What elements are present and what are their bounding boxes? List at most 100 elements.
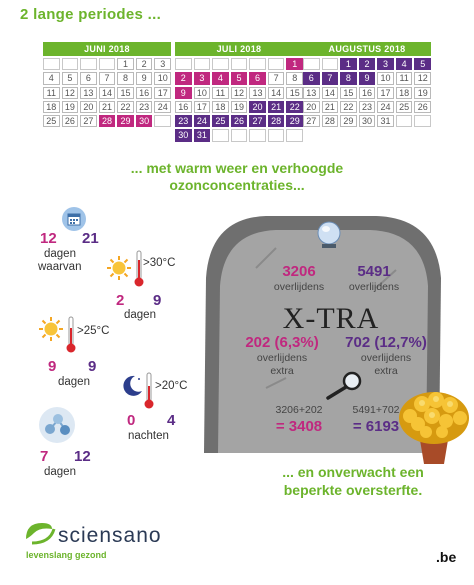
night20-label: nachten	[128, 430, 169, 442]
calendar-day: 12	[414, 72, 431, 85]
calendar-day: 18	[395, 86, 413, 99]
calc-b: 5491+702	[352, 404, 400, 416]
calendar-day: 16	[135, 86, 153, 99]
calendar-grid: 1 2 3 4 5 6 7 8 9 10 11 12 13 14 15 16 17 18 19 20 21 22 23 24 2…	[43, 58, 171, 128]
calendar-day: 9	[358, 72, 376, 85]
page-title: 2 lange periodes ...	[20, 6, 162, 23]
calendar-day	[43, 58, 60, 71]
temp25-label: dagen	[58, 376, 90, 388]
calendar-month-label: JULI 2018	[175, 42, 303, 56]
deaths-value-a: 3206	[282, 263, 316, 280]
calendar-day: 13	[80, 86, 97, 99]
calendar-day: 10	[193, 86, 211, 99]
calendar-day: 4	[212, 72, 229, 85]
calendar-day	[321, 58, 339, 71]
calendar-day: 4	[395, 58, 413, 71]
calendar-day	[303, 58, 320, 71]
calendar-day: 22	[340, 100, 357, 114]
calendar-day: 11	[395, 72, 413, 85]
calendar-day: 21	[98, 100, 116, 114]
calc-a: 3206+202	[275, 404, 323, 416]
calendar-day: 20	[80, 100, 97, 114]
temp25-threshold: >25°C	[77, 325, 110, 337]
footer-line-2: beperkte oversterfte.	[283, 482, 423, 498]
calendar-day: 2	[135, 58, 153, 71]
calendar-day	[249, 129, 266, 142]
calendar-day: 5	[230, 72, 248, 85]
calendar-day: 25	[212, 115, 229, 128]
ozone-value-b: 12	[74, 448, 91, 465]
calendar-day: 25	[395, 100, 413, 114]
calendar-day: 18	[212, 100, 229, 114]
calendar-day: 17	[193, 100, 211, 114]
calendar-day	[249, 58, 266, 71]
calendar-day: 27	[303, 115, 320, 128]
temp30-value-a: 2	[116, 292, 125, 309]
calendar-day	[267, 58, 285, 71]
calendar-day: 14	[98, 86, 116, 99]
calendar-day: 11	[212, 86, 229, 99]
calendar-day: 7	[98, 72, 116, 85]
ozone-label: dagen	[44, 466, 76, 478]
extra-label-a: overlijdens	[256, 352, 308, 364]
days-value-a: 12	[40, 230, 57, 247]
calendar-month-label: AUGUSTUS 2018	[303, 42, 431, 56]
calendar-day: 17	[154, 86, 171, 99]
calendar-day: 18	[43, 100, 60, 114]
calendar-day: 2	[358, 58, 376, 71]
calendar-day: 23	[358, 100, 376, 114]
calendar-day: 13	[249, 86, 266, 99]
calendar-day	[230, 58, 248, 71]
days-value-b: 21	[82, 230, 99, 247]
calendar-day: 6	[249, 72, 266, 85]
calendar-day: 14	[321, 86, 339, 99]
calendar-day: 15	[340, 86, 357, 99]
extra-label-b: overlijdens	[360, 352, 412, 364]
calendar-day: 29	[286, 115, 303, 128]
calendar-day: 29	[117, 115, 134, 128]
calendar-grid: 1 2 3 4 5 6 7 8 9 10 11 12 13 14 15 16 17 18 19 20 21 22 23 24 2…	[303, 58, 431, 128]
calendar-day: 15	[117, 86, 134, 99]
extra-value-b: 702 (12,7%)	[345, 334, 427, 351]
calendar-day: 23	[175, 115, 192, 128]
calendar-day: 21	[321, 100, 339, 114]
calendar-day: 6	[80, 72, 97, 85]
calendar-day	[212, 58, 229, 71]
logo-tagline: levenslang gezond	[26, 550, 107, 560]
calendar-day: 9	[175, 86, 192, 99]
extra-value-a: 202 (6,3%)	[245, 334, 319, 351]
calendar-day: 28	[267, 115, 285, 128]
calendar-day: 7	[267, 72, 285, 85]
calendar-day: 31	[193, 129, 211, 142]
tombstone	[196, 208, 446, 453]
calendar-day: 30	[175, 129, 192, 142]
calendar-day: 23	[135, 100, 153, 114]
calendar-day: 5	[414, 58, 431, 71]
calendar-july: JULI 2018 1 2 3 4 5 6 7 8 9 10 11 12 13 14 15 16 17 18 19 2…	[175, 42, 303, 142]
sun-icon	[106, 255, 132, 281]
calendar-day: 3	[193, 72, 211, 85]
crystal-ball-icon	[314, 220, 344, 250]
calendar-grid: 1 2 3 4 5 6 7 8 9 10 11 12 13 14 15 16 17 18 19 20 21 22 23 24 2…	[175, 58, 303, 142]
calendar-day: 11	[43, 86, 60, 99]
thermometer-icon	[144, 372, 154, 410]
calendar-day: 2	[175, 72, 192, 85]
thermometer-icon	[66, 316, 76, 354]
calendar-day: 17	[377, 86, 394, 99]
calendar-day: 26	[230, 115, 248, 128]
calendar-day: 13	[303, 86, 320, 99]
days-label: dagen	[44, 248, 76, 260]
calendar-day	[61, 58, 79, 71]
calendar-day: 3	[154, 58, 171, 71]
calendar-day: 1	[340, 58, 357, 71]
calendar-day: 28	[98, 115, 116, 128]
calendar-day: 22	[117, 100, 134, 114]
footer-line-1: ... en onverwacht een	[282, 464, 424, 480]
calendar-day: 27	[249, 115, 266, 128]
footer-statement: ... en onverwacht een beperkte oversterf…	[248, 463, 458, 499]
calendar-day: 16	[175, 100, 192, 114]
calendar-day	[395, 115, 413, 128]
calendar-day: 24	[154, 100, 171, 114]
calendar-day: 6	[303, 72, 320, 85]
calendar-day: 16	[358, 86, 376, 99]
